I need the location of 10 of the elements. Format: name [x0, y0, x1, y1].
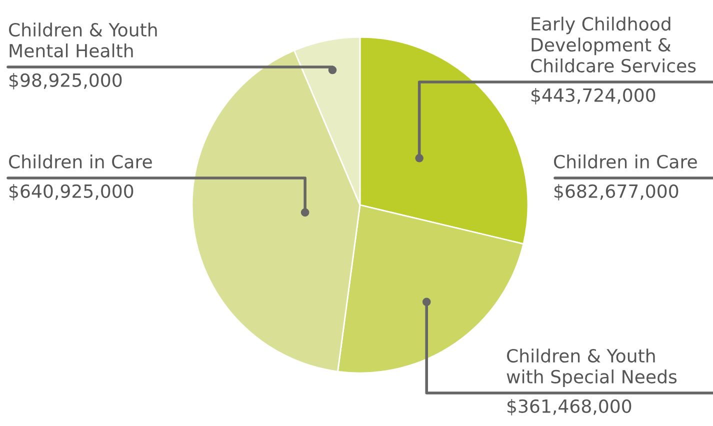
- data-label: $640,925,000: [10, 184, 134, 200]
- slice-label: Children & Youth Mental Health: [9, 22, 157, 58]
- data-label: $361,468,000: [508, 399, 632, 416]
- slice-label: Children & Youth with Special Needs: [506, 348, 677, 387]
- text: Children in Care: [554, 154, 697, 168]
- data-label: $443,724,000: [532, 88, 656, 104]
- text: $682,677,000: [554, 184, 678, 200]
- slice-label: Children in Care: [9, 154, 152, 168]
- slice-label: Early Childhood Development & Childcare Services: [531, 16, 696, 72]
- data-label: $98,925,000: [10, 73, 122, 90]
